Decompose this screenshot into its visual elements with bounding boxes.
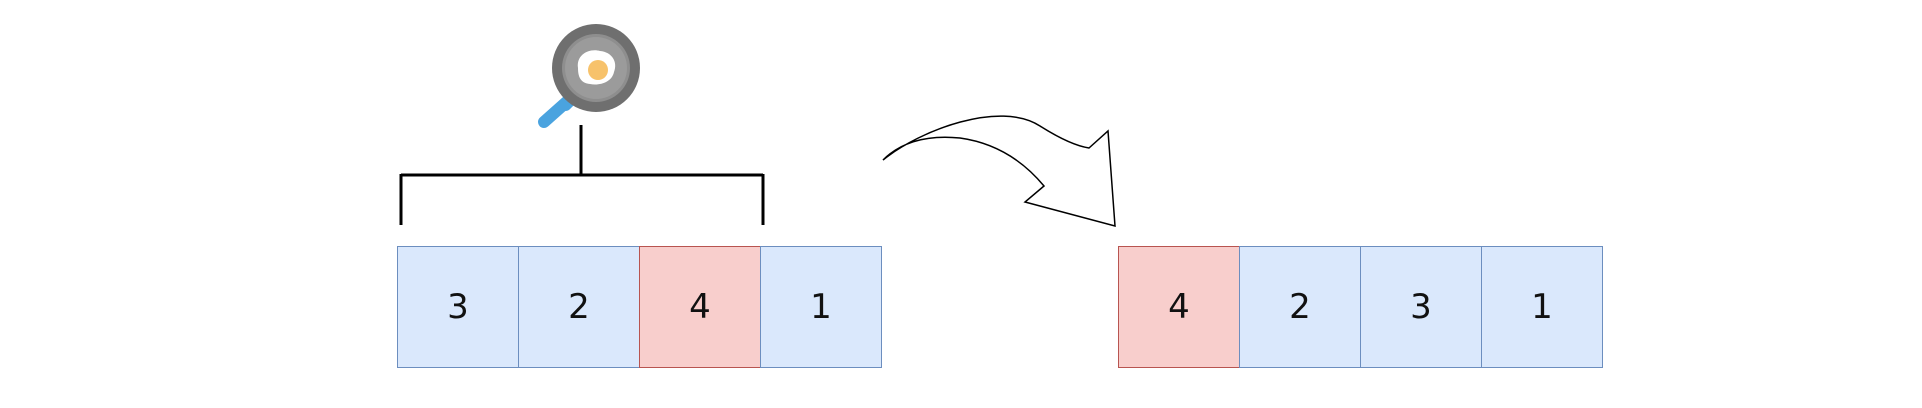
array-cell: 1: [760, 246, 882, 368]
array-cell: 3: [1360, 246, 1482, 368]
array-cell: 2: [1239, 246, 1361, 368]
array-cell-highlighted: 4: [1118, 246, 1240, 368]
array-cell: 1: [1481, 246, 1603, 368]
frying-pan-spatula-icon: [538, 24, 640, 128]
array-cell: 3: [397, 246, 519, 368]
array-cell-highlighted: 4: [639, 246, 761, 368]
array-cell: 2: [518, 246, 640, 368]
